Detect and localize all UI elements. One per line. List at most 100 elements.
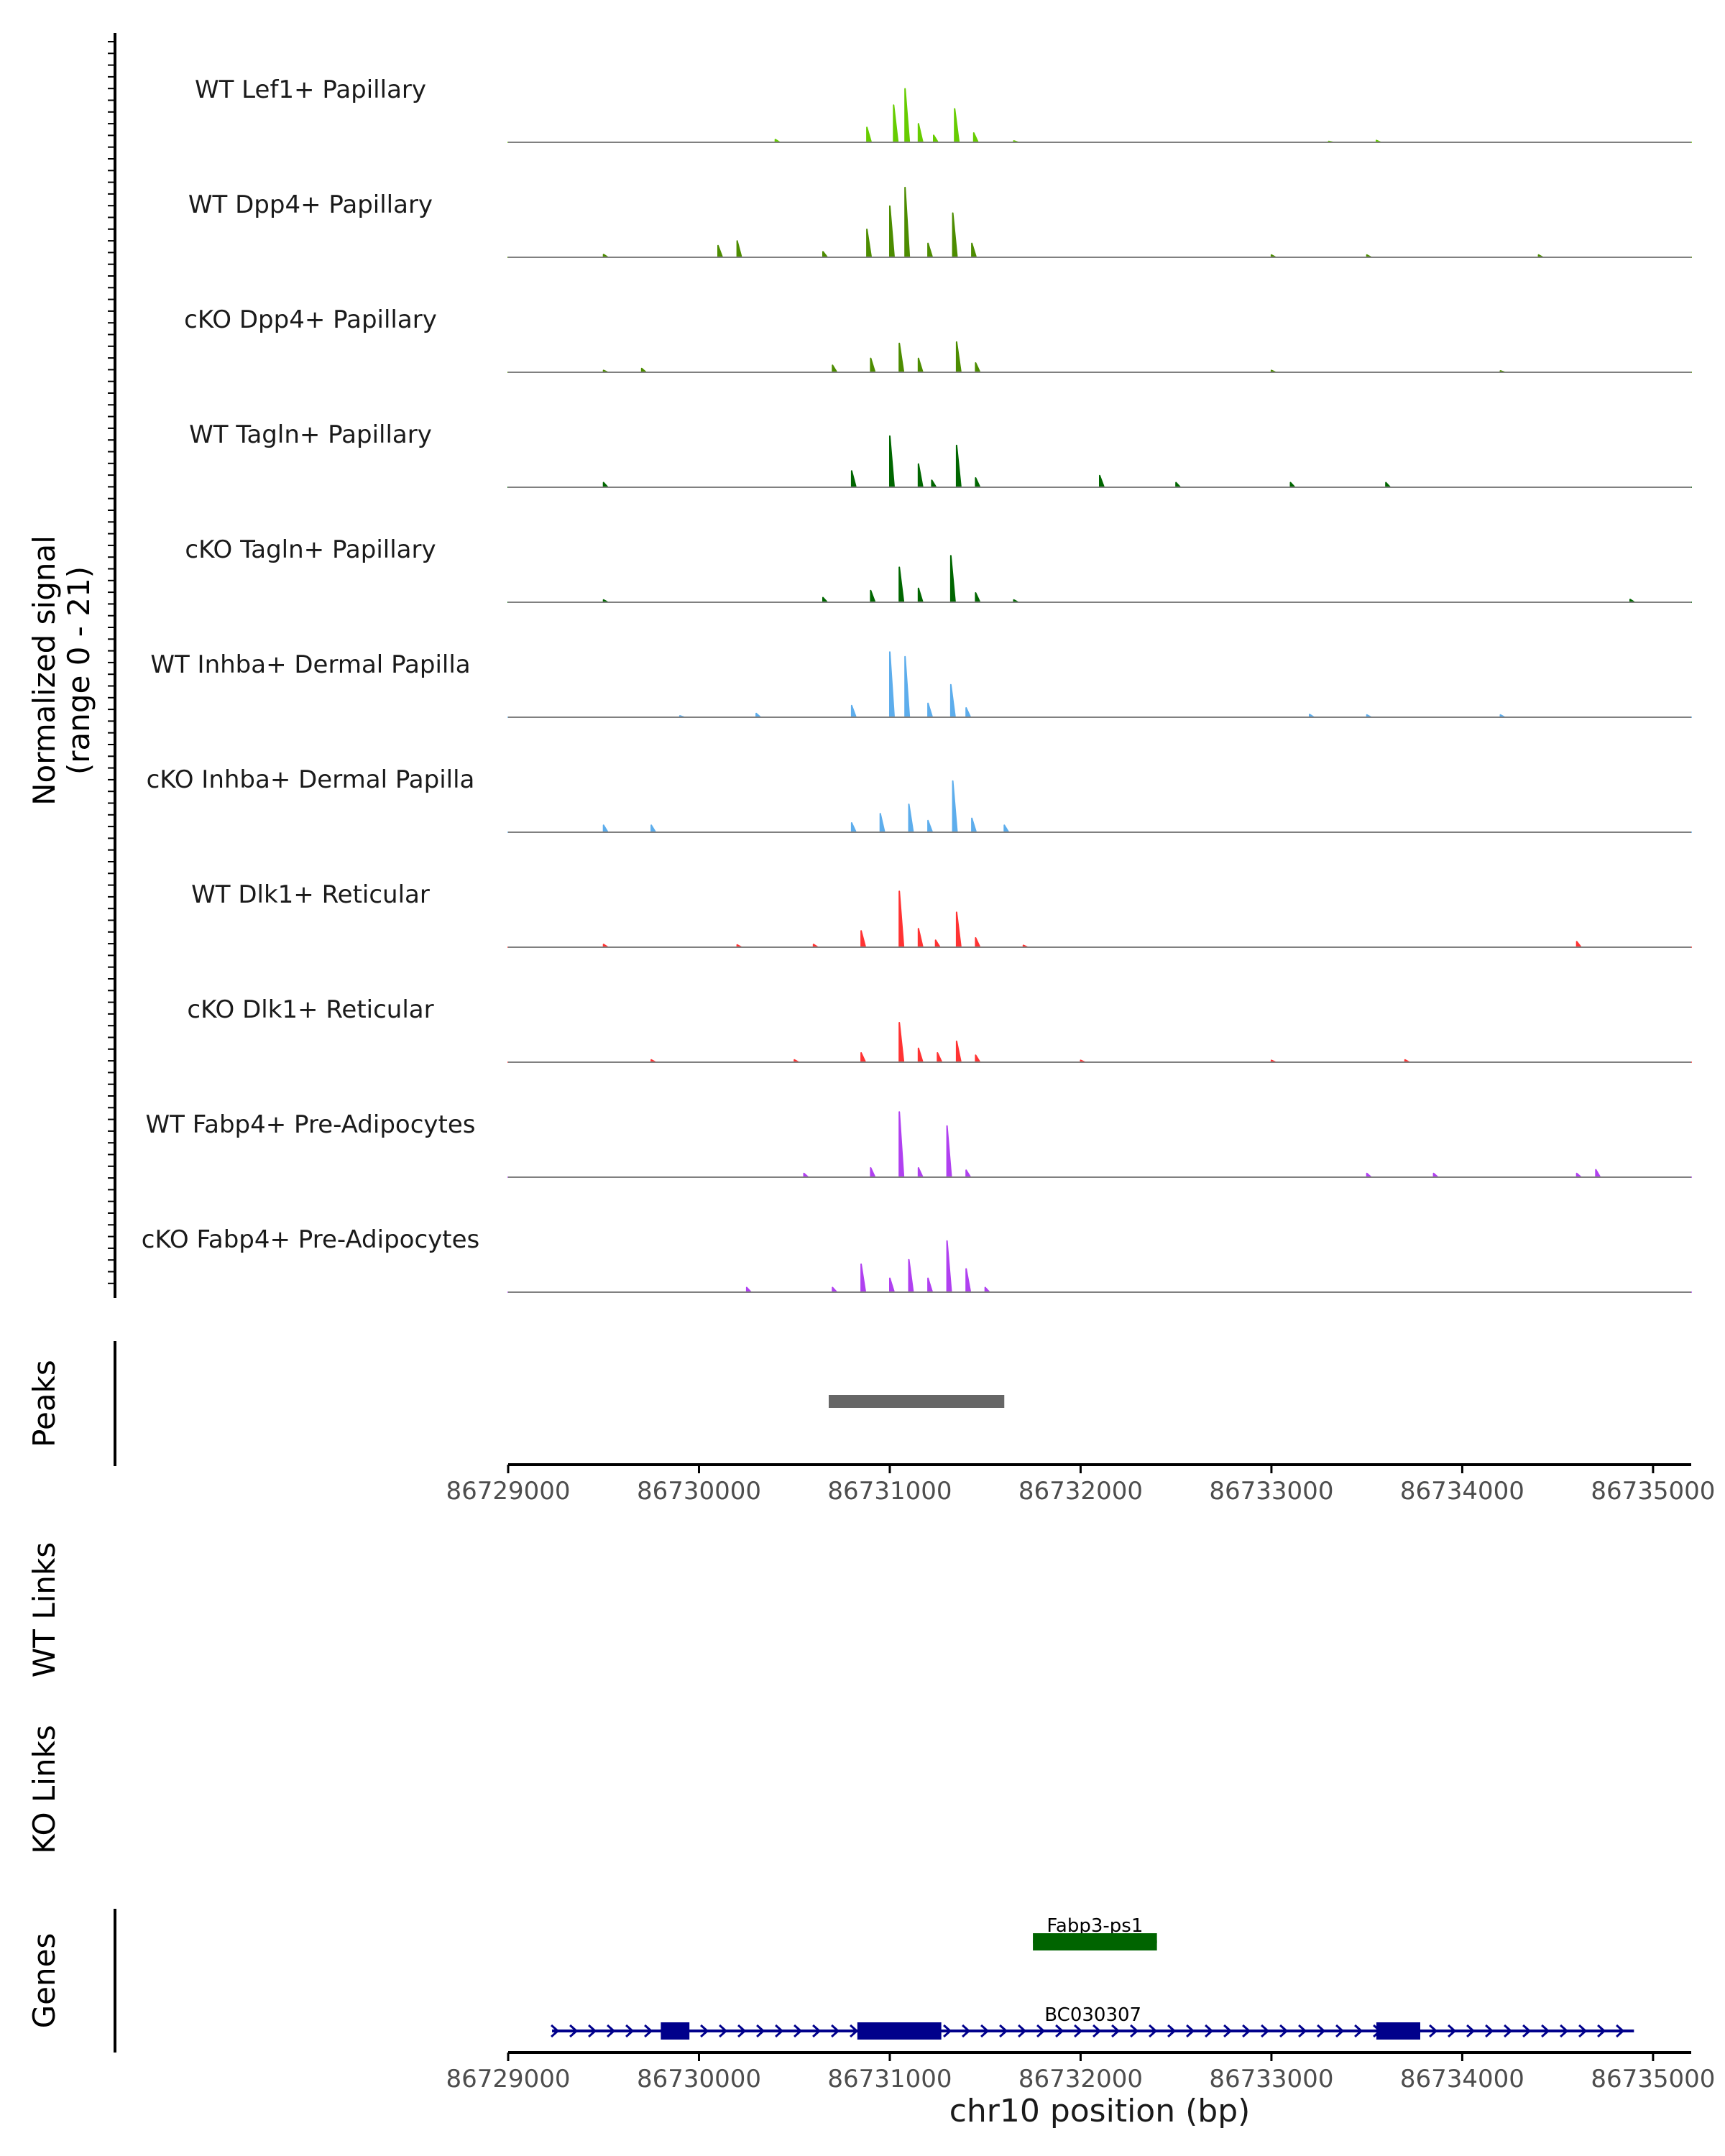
strand-arrow	[1429, 2024, 1438, 2038]
track-cko-dpp4-papillary: cKO Dpp4+ Papillary	[184, 305, 1692, 373]
x-axis-upper: 86729000 86730000 86731000 86732000 86733000…	[446, 1463, 1715, 1506]
track-label-wt-tagln-papillary: WT Tagln+ Papillary	[189, 420, 432, 449]
strand-arrow	[607, 2024, 616, 2038]
strand-arrow	[812, 2024, 822, 2038]
strand-arrow	[1111, 2024, 1121, 2038]
strand-arrow	[1279, 2024, 1289, 2038]
coverage-y-ticks	[108, 41, 115, 1284]
track-label-cko-dpp4-papillary: cKO Dpp4+ Papillary	[184, 305, 437, 334]
track-label-wt-dlk1-reticular: WT Dlk1+ Reticular	[191, 880, 430, 909]
x-tick-label: 86735000	[1591, 1477, 1715, 1506]
x-tick-label: 86732000	[1018, 1477, 1143, 1506]
track-label-wt-fabp4-pre-adipocytes: WT Fabp4+ Pre-Adipocytes	[146, 1110, 476, 1139]
strand-arrow	[999, 2024, 1008, 2038]
strand-arrow	[1485, 2024, 1494, 2038]
strand-arrow	[1018, 2024, 1027, 2038]
strand-arrow	[794, 2024, 803, 2038]
strand-arrow	[588, 2024, 597, 2038]
strand-arrow	[1074, 2024, 1083, 2038]
strand-arrow	[1504, 2024, 1513, 2038]
x-tick-label: 86729000	[446, 1477, 570, 1506]
peak-region	[829, 1395, 1005, 1408]
track-cko-tagln-papillary: cKO Tagln+ Papillary	[185, 535, 1692, 603]
gene-exon	[857, 2022, 942, 2040]
x-tick-label: 86733000	[1209, 1477, 1333, 1506]
strand-arrow	[1242, 2024, 1251, 2038]
strand-arrow	[1167, 2024, 1177, 2038]
strand-arrow	[1149, 2024, 1158, 2038]
strand-arrow	[1186, 2024, 1195, 2038]
genes-track: Fabp3-ps1 BC030307	[551, 1915, 1634, 2040]
track-label-wt-inhba-dermal-papilla: WT Inhba+ Dermal Papilla	[150, 650, 470, 679]
x-tick-label: 86731000	[827, 1477, 952, 1506]
strand-arrow	[1055, 2024, 1064, 2038]
gene-exon	[1376, 2022, 1421, 2040]
peaks-track	[829, 1395, 1005, 1408]
gene-exon	[1033, 1933, 1157, 1950]
strand-arrow	[1466, 2024, 1476, 2038]
track-label-cko-inhba-dermal-papilla: cKO Inhba+ Dermal Papilla	[147, 765, 475, 794]
wt-links-label: WT Links	[27, 1542, 62, 1677]
gene-label-bc030307: BC030307	[1044, 2004, 1141, 2026]
x-axis-title: chr10 position (bp)	[949, 2093, 1251, 2129]
track-wt-dlk1-reticular: WT Dlk1+ Reticular	[191, 880, 1692, 948]
coverage-y-label-line2: (range 0 - 21)	[61, 566, 96, 775]
x-tick-label: 86734000	[1400, 1477, 1524, 1506]
strand-arrow	[1092, 2024, 1102, 2038]
signal-area-wt-lef1-papillary	[507, 88, 1692, 143]
strand-arrow	[1597, 2024, 1606, 2038]
strand-arrow	[737, 2024, 747, 2038]
strand-arrow	[1223, 2024, 1233, 2038]
gene-fabp3-ps1: Fabp3-ps1	[1033, 1915, 1157, 1950]
track-cko-inhba-dermal-papilla: cKO Inhba+ Dermal Papilla	[147, 765, 1692, 833]
x-axis-lower: 86729000 86730000 86731000 86732000 86733000…	[446, 2051, 1715, 2093]
track-label-cko-dlk1-reticular: cKO Dlk1+ Reticular	[187, 995, 433, 1024]
x-tick-label: 86733000	[1209, 2065, 1333, 2093]
x-tick-label: 86732000	[1018, 2065, 1143, 2093]
track-wt-tagln-papillary: WT Tagln+ Papillary	[189, 420, 1692, 488]
track-label-wt-dpp4-papillary: WT Dpp4+ Papillary	[188, 190, 433, 219]
coverage-tracks: WT Lef1+ Papillary WT Dpp4+ Papillary cKO …	[142, 75, 1692, 1293]
strand-arrow	[1317, 2024, 1326, 2038]
signal-area-wt-tagln-papillary	[507, 435, 1692, 488]
strand-arrow	[1522, 2024, 1532, 2038]
coverage-y-axis	[108, 33, 116, 1298]
track-wt-fabp4-pre-adipocytes: WT Fabp4+ Pre-Adipocytes	[146, 1110, 1692, 1178]
strand-arrow	[1448, 2024, 1457, 2038]
coverage-y-label-line1: Normalized signal	[27, 535, 62, 806]
strand-arrow	[1335, 2024, 1345, 2038]
track-label-cko-fabp4-pre-adipocytes: cKO Fabp4+ Pre-Adipocytes	[142, 1225, 480, 1254]
ko-links-label: KO Links	[27, 1725, 62, 1854]
track-cko-dlk1-reticular: cKO Dlk1+ Reticular	[187, 995, 1692, 1063]
strand-arrow	[551, 2024, 560, 2038]
strand-arrow	[831, 2024, 840, 2038]
strand-arrow	[644, 2024, 653, 2038]
strand-arrow	[1578, 2024, 1588, 2038]
x-tick-label: 86735000	[1591, 2065, 1715, 2093]
strand-arrow	[1616, 2024, 1625, 2038]
strand-arrow	[1560, 2024, 1569, 2038]
strand-arrow	[700, 2024, 709, 2038]
strand-arrow	[1036, 2024, 1046, 2038]
strand-arrow	[775, 2024, 784, 2038]
strand-arrow	[1541, 2024, 1550, 2038]
track-wt-inhba-dermal-papilla: WT Inhba+ Dermal Papilla	[150, 650, 1692, 718]
strand-arrow	[850, 2024, 859, 2038]
track-label-cko-tagln-papillary: cKO Tagln+ Papillary	[185, 535, 436, 564]
x-tick-label: 86731000	[827, 2065, 952, 2093]
strand-arrow	[980, 2024, 990, 2038]
gene-bc030307: BC030307	[551, 2004, 1634, 2040]
strand-arrow	[719, 2024, 728, 2038]
track-label-wt-lef1-papillary: WT Lef1+ Papillary	[195, 75, 426, 104]
strand-arrow	[1354, 2024, 1363, 2038]
genes-label: Genes	[27, 1933, 62, 2029]
x-tick-label: 86729000	[446, 2065, 570, 2093]
strand-arrow	[943, 2024, 952, 2038]
strand-arrow	[625, 2024, 635, 2038]
track-wt-lef1-papillary: WT Lef1+ Papillary	[195, 75, 1692, 143]
gene-exon	[661, 2022, 690, 2040]
strand-arrow	[1205, 2024, 1214, 2038]
strand-arrow	[1130, 2024, 1139, 2038]
